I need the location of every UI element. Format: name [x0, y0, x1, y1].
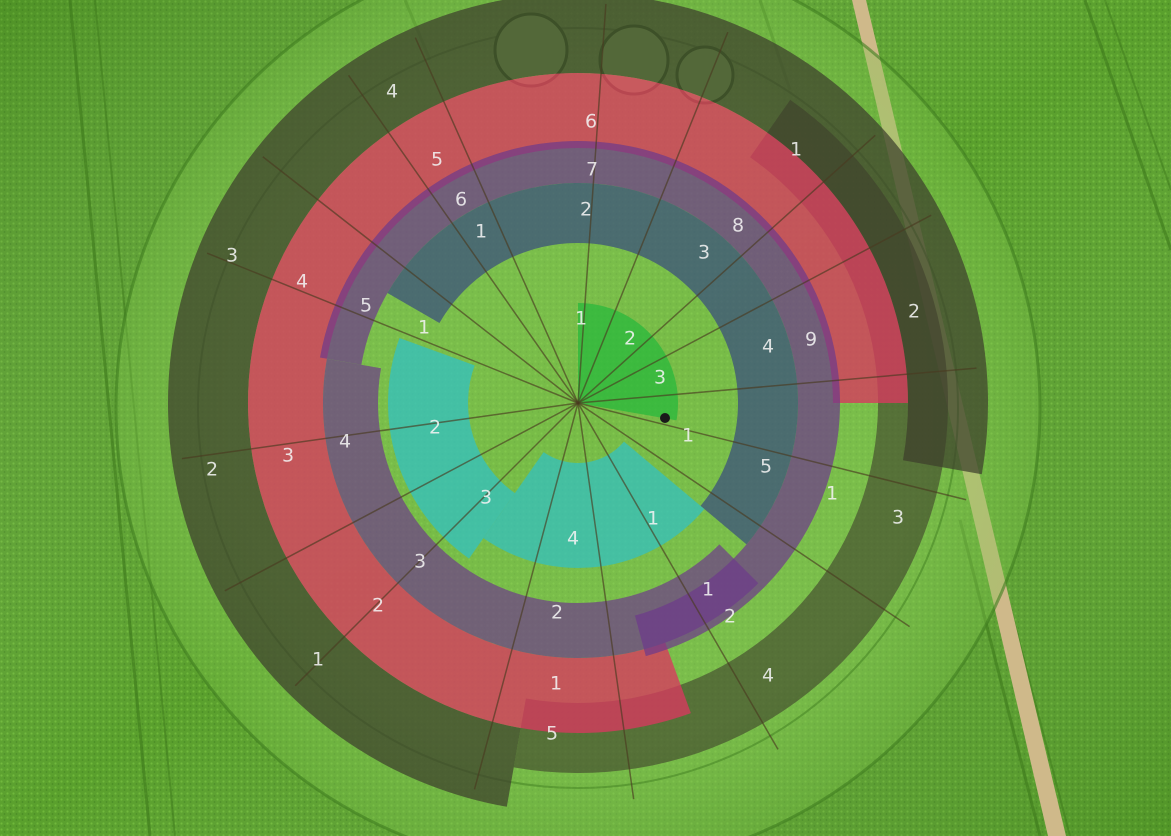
- outer-ring-label: 4: [386, 81, 398, 103]
- teal-ring-label: 4: [567, 528, 579, 550]
- purple-ring-label: 3: [414, 551, 426, 573]
- outer-ring-label: 1: [790, 139, 802, 161]
- red-ring-label: 5: [431, 149, 443, 171]
- sector-line: [577, 134, 876, 404]
- green-ring-sector: [578, 303, 678, 421]
- sector-line: [224, 402, 579, 592]
- red-ring-label: 6: [585, 111, 597, 133]
- purple-ring-label: 8: [732, 215, 744, 237]
- blue-ring-label: 3: [698, 242, 710, 264]
- purple-ring-label: 9: [805, 329, 817, 351]
- sector-line: [181, 402, 579, 460]
- outer-ring-label: 3: [226, 245, 238, 267]
- purple-ring-label: 4: [339, 431, 351, 453]
- blue-ring-label: 2: [580, 199, 592, 221]
- teal-ring-label: 3: [480, 487, 492, 509]
- outer-ring-sector: [513, 99, 948, 773]
- sector-line: [577, 402, 779, 750]
- sector-line: [473, 402, 579, 790]
- purple-ring-label: 2: [551, 602, 563, 624]
- purple-ring-label: 7: [586, 159, 598, 181]
- teal-ring-label: 2: [429, 417, 441, 439]
- blue-ring-label: 4: [762, 336, 774, 358]
- green-ring-label: 1: [682, 425, 694, 447]
- outer-ring-label: 1: [312, 649, 324, 671]
- teal-ring-sector: [483, 441, 705, 568]
- sector-line: [262, 156, 579, 404]
- sector-line: [294, 402, 579, 687]
- teal-ring-label: 1: [418, 317, 430, 339]
- sector-line: [206, 252, 579, 404]
- outer-ring-label: 2: [908, 301, 920, 323]
- sector-line: [577, 367, 977, 404]
- purple-ring-label: 1: [702, 579, 714, 601]
- sector-lines: [181, 3, 977, 800]
- red-ring-label: 2: [724, 606, 736, 628]
- ring-overlay: [168, 0, 988, 807]
- outer-ring-label: 5: [546, 723, 558, 745]
- sector-line: [577, 3, 607, 404]
- red-ring-label: 3: [282, 445, 294, 467]
- red-ring-label: 1: [550, 673, 562, 695]
- purple-ring-label: 5: [360, 295, 372, 317]
- blue-ring-label: 1: [475, 221, 487, 243]
- sector-line: [577, 402, 967, 501]
- sector-line: [577, 214, 932, 404]
- blue-ring-sector: [387, 182, 798, 545]
- purple-ring-sector: [323, 358, 759, 659]
- blue-ring-label: 5: [760, 456, 772, 478]
- sector-line: [577, 402, 635, 800]
- green-ring-label: 2: [624, 328, 636, 350]
- outer-ring-label: 3: [892, 507, 904, 529]
- purple-ring-label: 6: [455, 189, 467, 211]
- red-ring-label: 1: [826, 483, 838, 505]
- teal-ring-label: 1: [647, 508, 659, 530]
- red-ring-label: 2: [372, 595, 384, 617]
- center-dot: [660, 413, 670, 423]
- sector-line: [414, 37, 579, 404]
- green-ring-label: 3: [654, 367, 666, 389]
- sector-line: [577, 31, 729, 404]
- outer-ring-label: 4: [762, 665, 774, 687]
- teal-ring-sector: [388, 338, 515, 559]
- outer-ring-label: 2: [206, 459, 218, 481]
- red-ring-label: 4: [296, 271, 308, 293]
- green-ring-label: 1: [575, 308, 587, 330]
- sector-line: [347, 74, 579, 404]
- sector-line: [577, 402, 911, 628]
